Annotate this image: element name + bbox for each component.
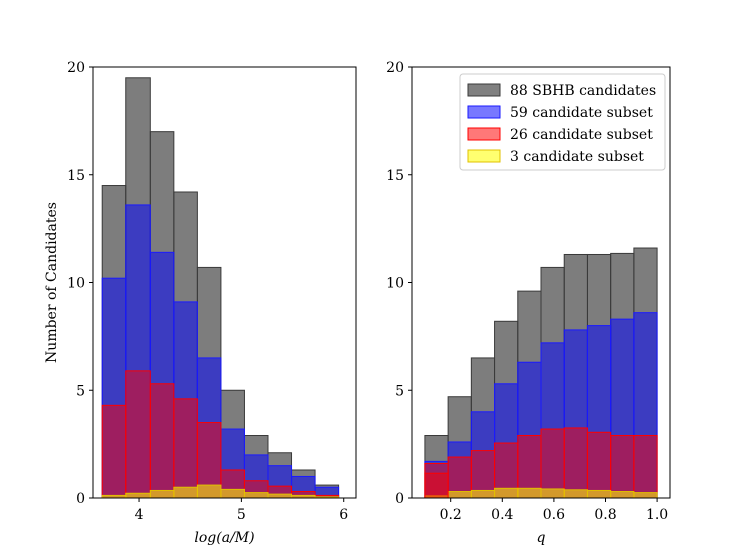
legend-label: 88 SBHB candidates (510, 83, 656, 99)
x-tick-label: 0.4 (491, 507, 513, 523)
bar-3-candidate-subset-1 (125, 492, 151, 499)
x-tick-label: 6 (339, 507, 348, 523)
y-tick-label: 10 (67, 276, 85, 292)
bar-3-candidate-subset-3 (494, 487, 519, 499)
legend: 88 SBHB candidates 59 candidate subset 26 … (459, 73, 666, 171)
x-axis-label: q (537, 530, 546, 546)
x-tick-label: 4 (135, 507, 144, 523)
x-axis-label: log(a/M) (194, 530, 254, 546)
legend-box (459, 73, 666, 171)
bar-3-candidate-subset-4 (196, 484, 222, 499)
y-tick-label: 20 (67, 60, 85, 76)
bar-3-candidate-subset-6 (243, 492, 269, 499)
x-tick-label: 0.6 (543, 507, 565, 523)
bar-3-candidate-subset-2 (470, 489, 496, 499)
y-tick-label: 10 (386, 276, 404, 292)
bar-3-candidate-subset-6 (563, 489, 588, 499)
legend-swatch (467, 105, 501, 119)
x-tick-label: 5 (237, 507, 246, 523)
bar-3-candidate-subset-5 (220, 488, 245, 499)
bar-26-candidate-subset-2 (149, 383, 175, 499)
legend-label: 3 candidate subset (510, 149, 644, 165)
y-tick-label: 20 (386, 60, 404, 76)
bar-3-candidate-subset-1 (447, 491, 472, 499)
legend-swatch (467, 149, 501, 163)
bar-3-candidate-subset-7 (267, 493, 293, 499)
bar-extra-0 (424, 463, 449, 499)
bar-26-candidate-subset-9 (633, 435, 658, 499)
legend-label: 26 candidate subset (510, 127, 653, 143)
legend-swatch (467, 83, 501, 97)
x-tick-label: 1.0 (646, 507, 668, 523)
x-tick-label: 0.8 (594, 507, 616, 523)
bar-26-candidate-subset-6 (563, 427, 588, 499)
y-tick-label: 5 (395, 383, 404, 399)
y-tick-label: 15 (386, 168, 404, 184)
bar-3-candidate-subset-9 (633, 492, 658, 499)
y-tick-label: 5 (76, 383, 85, 399)
bar-26-candidate-subset-8 (610, 435, 635, 499)
bar-3-candidate-subset-7 (586, 489, 612, 499)
y-tick-label: 0 (76, 491, 85, 507)
legend-swatch (467, 127, 501, 141)
bar-26-candidate-subset-1 (125, 370, 151, 499)
bar-3-candidate-subset-3 (173, 486, 198, 499)
y-tick-label: 0 (395, 491, 404, 507)
x-tick-label: 0.2 (440, 507, 462, 523)
bar-26-candidate-subset-3 (173, 398, 198, 499)
bar-3-candidate-subset-2 (149, 489, 175, 499)
bar-26-candidate-subset-0 (101, 404, 127, 499)
bar-3-candidate-subset-5 (540, 488, 565, 499)
right-panel: 0 5 10 15 20 0.2 0.4 0.6 0.8 1.0 q (386, 60, 671, 546)
bar-26-candidate-subset-5 (540, 428, 565, 499)
y-tick-label: 15 (67, 168, 85, 184)
bar-3-candidate-subset-4 (517, 487, 542, 499)
bar-26-candidate-subset-7 (586, 431, 612, 499)
legend-label: 59 candidate subset (510, 105, 653, 121)
left-panel: 0 5 10 15 20 4 5 6 log(a/M) Number of Candidates (44, 60, 357, 546)
y-axis-label: Number of Candidates (44, 202, 60, 363)
bar-3-candidate-subset-8 (610, 491, 635, 499)
